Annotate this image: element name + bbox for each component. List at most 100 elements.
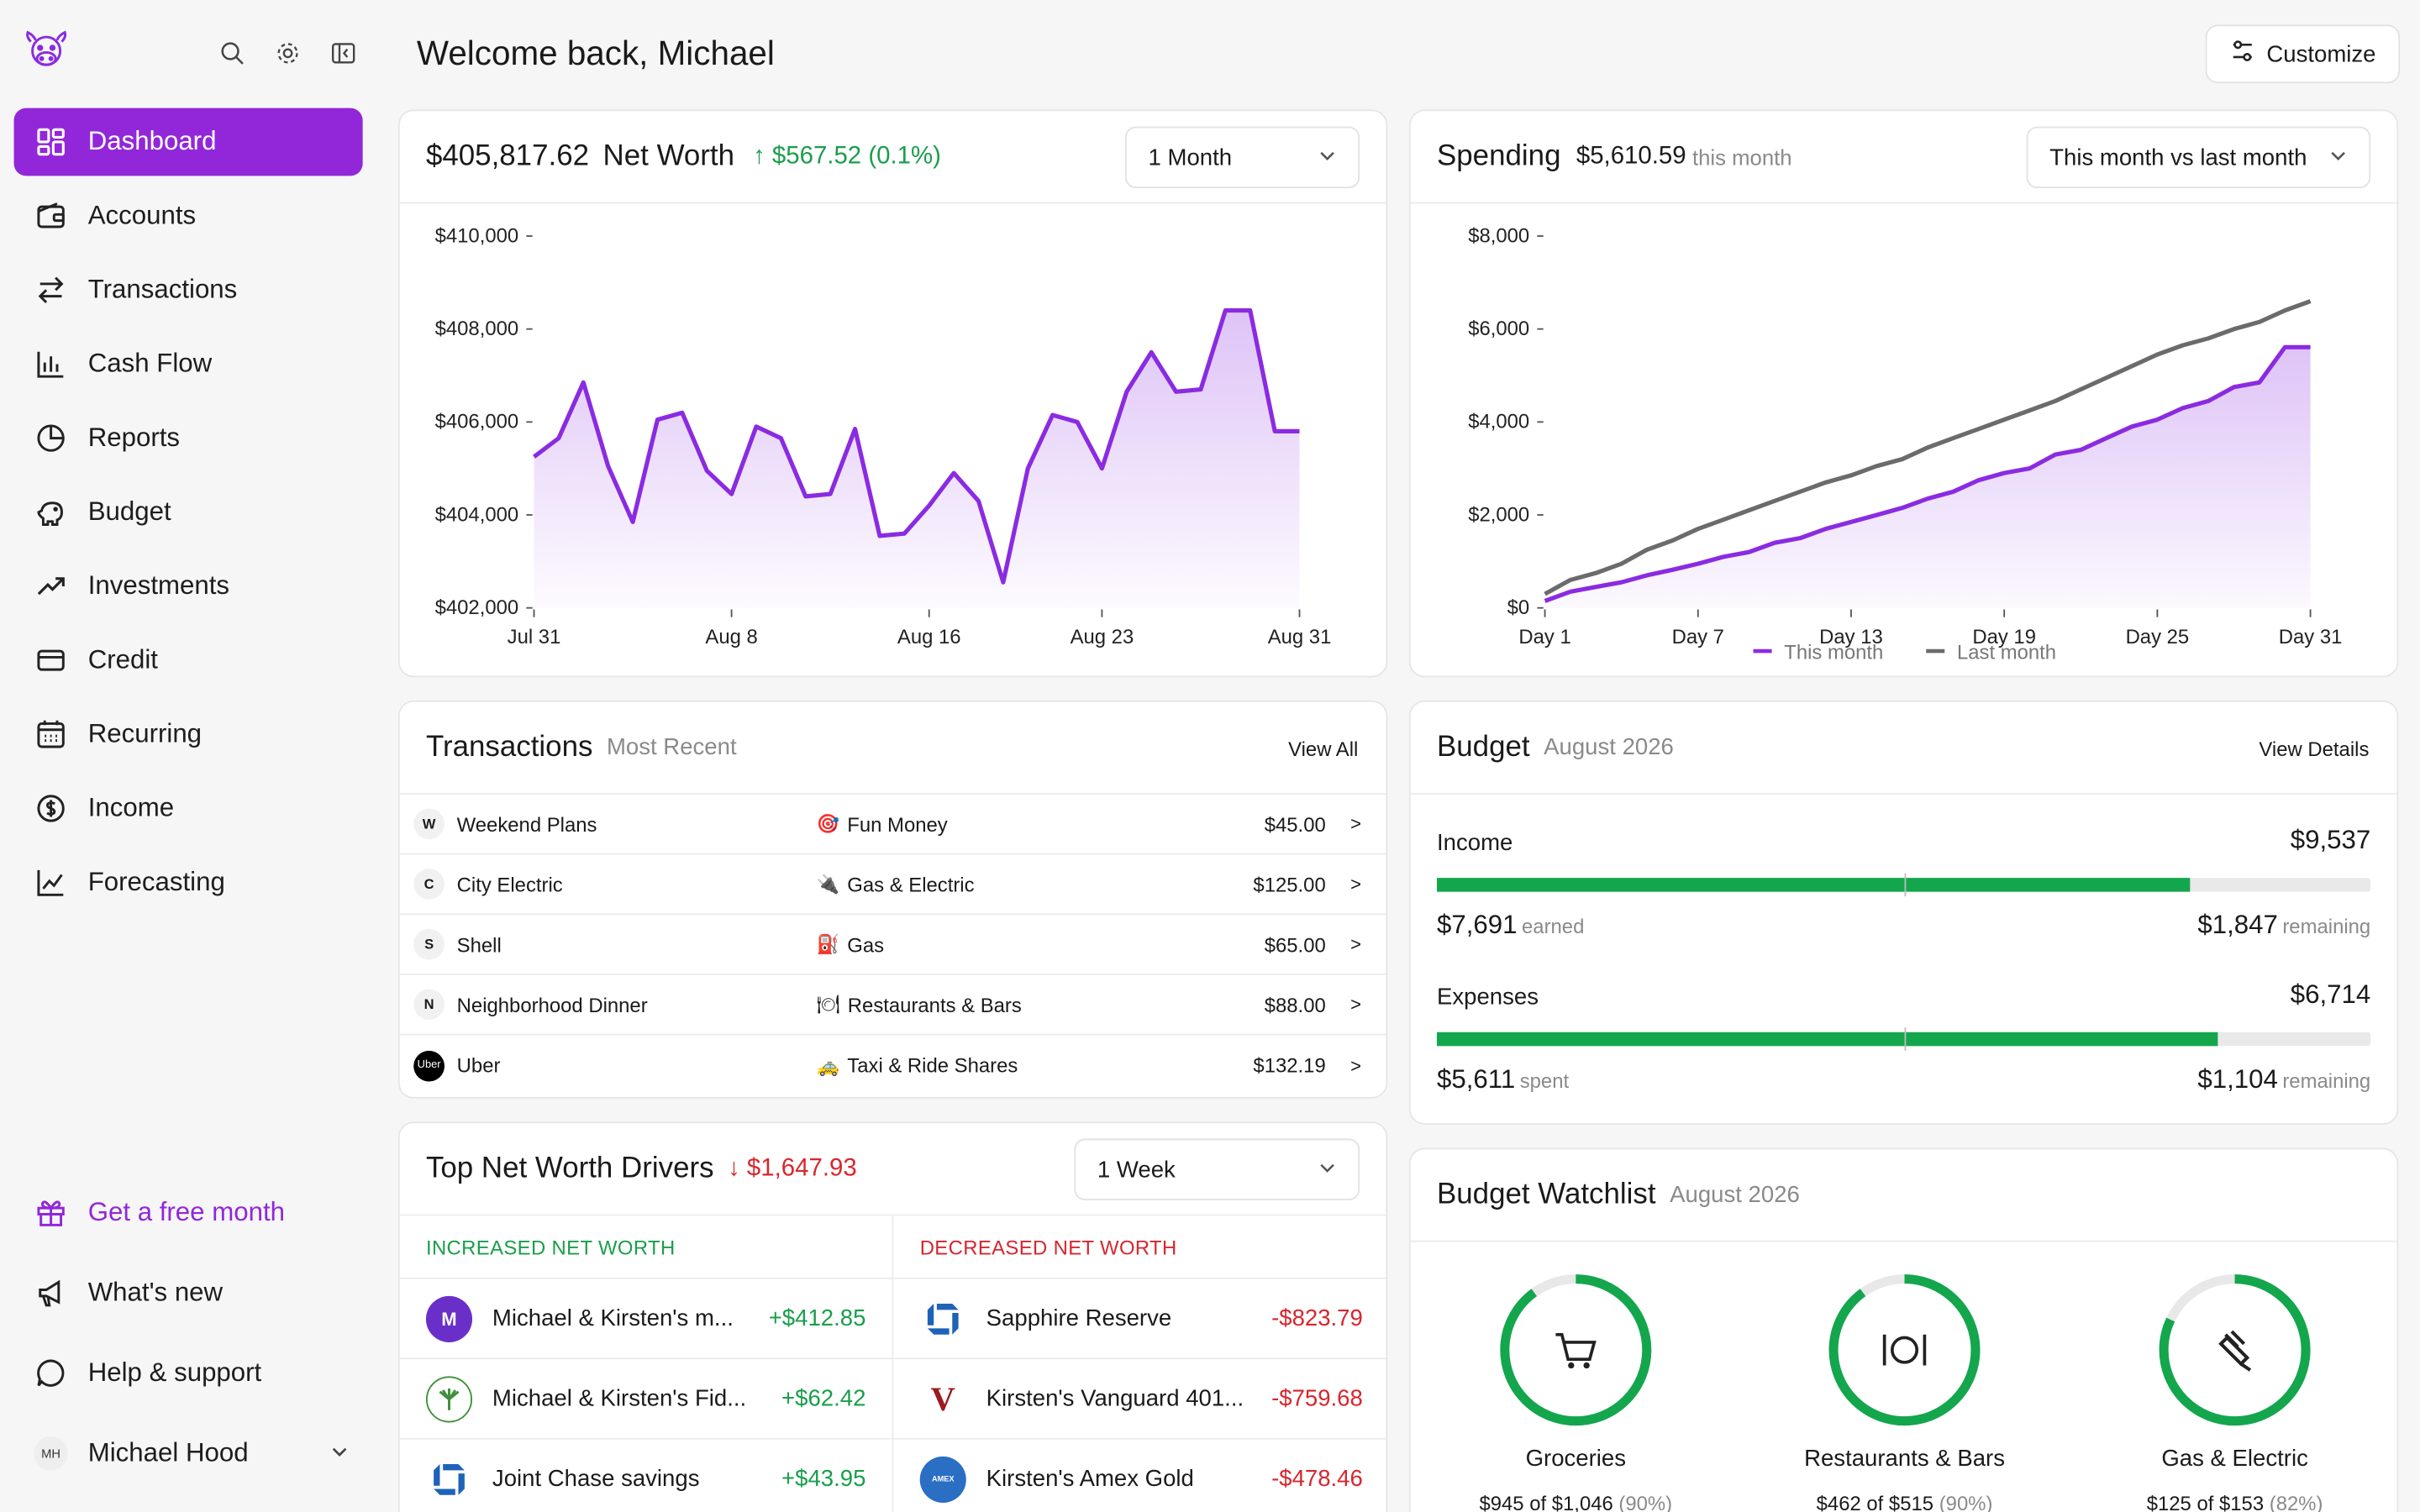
category-label: Gas [847,932,885,956]
nav-item-investments[interactable]: Investments [14,553,363,621]
watchlist-item-detail: $125 of $153 (82%) [2081,1492,2389,1512]
gear-icon[interactable] [271,37,302,68]
list-item[interactable]: AMEX Kirsten's Amex Gold -$478.46 [893,1437,1386,1512]
get-free-month-link[interactable]: Get a free month [14,1176,363,1250]
watchlist-percent: (90%) [1618,1492,1673,1512]
watchlist-item[interactable]: Restaurants & Bars $462 of $515 (90%) [1750,1270,2059,1512]
nav-item-cash-flow[interactable]: Cash Flow [14,330,363,398]
watchlist-amount: $945 of $1,046 [1479,1492,1619,1512]
x-tick-label: Day 19 [1972,626,2036,648]
list-item[interactable]: Joint Chase savings +$43.95 [399,1437,892,1512]
account-name: Michael & Kirsten's Fid... [492,1385,747,1412]
today-marker [1903,873,1906,897]
y-tick-label: $410,000 [435,224,519,247]
merchant-avatar-icon: C [413,869,445,900]
expenses-progress-bar [1437,1027,2371,1051]
spending-suffix: this month [1691,144,1792,170]
amount: $125.00 [1253,872,1326,896]
decreased-column: DECREASED NET WORTH Sapphire Reserve -$82… [893,1215,1386,1512]
select-value: This month vs last month [2049,144,2307,171]
nav-label: Forecasting [87,867,225,897]
table-row[interactable]: W Weekend Plans 🎯 Fun Money $45.00 > [399,795,1386,855]
net-worth-chart: $402,000 $404,000 $406,000 $408,000 $410,000… [435,224,1332,648]
nav-label: Accounts [87,200,197,230]
watchlist-item-name: Groceries [1525,1446,1627,1473]
budget-subtitle: August 2026 [1544,734,1674,761]
nav-item-transactions[interactable]: Transactions [14,256,363,324]
increased-column: INCREASED NET WORTH M Michael & Kirsten's… [399,1215,894,1512]
amex-icon: AMEX [919,1455,966,1503]
cow-logo-icon[interactable] [22,28,71,77]
watchlist-item-name: Gas & Electric [2161,1446,2308,1473]
user-menu[interactable]: MH Michael Hood [14,1416,363,1490]
account-name: Sapphire Reserve [986,1305,1172,1332]
merchant-name: Weekend Plans [456,812,597,836]
help-support-link[interactable]: Help & support [14,1336,363,1410]
account-change: +$412.85 [768,1305,866,1332]
nav-item-credit[interactable]: Credit [14,627,363,695]
spending-period-select[interactable]: This month vs last month [2026,126,2371,189]
watchlist-amount: $462 of $515 [1816,1492,1939,1512]
chevron-right-icon: > [1350,933,1362,955]
nav-item-reports[interactable]: Reports [14,404,363,472]
drivers-period-select[interactable]: 1 Week [1074,1138,1360,1200]
watchlist-item[interactable]: Groceries $945 of $1,046 (90%) [1422,1270,1730,1512]
category: 🚕 Taxi & Ride Shares [817,1053,1018,1077]
net-worth-period-select[interactable]: 1 Month [1124,126,1360,189]
x-tick-label: Jul 31 [508,626,561,648]
category: ⛽ Gas [817,932,884,956]
net-worth-line [532,307,1300,585]
category-label: Fun Money [847,812,948,836]
expenses-remaining-label: remaining [2282,1068,2371,1093]
nav-item-recurring[interactable]: Recurring [14,701,363,769]
chevron-down-icon [2329,145,2348,171]
table-row[interactable]: N Neighborhood Dinner 🍽 Restaurants & Bars $… [399,975,1386,1036]
list-item[interactable]: Sapphire Reserve -$823.79 [893,1277,1386,1358]
list-item[interactable]: V Kirsten's Vanguard 401... -$759.68 [893,1357,1386,1438]
megaphone-icon [34,1276,67,1310]
progress-ring [2159,1274,2311,1426]
account-change: -$478.46 [1271,1465,1363,1493]
list-item[interactable]: Michael & Kirsten's Fid... +$62.42 [399,1357,892,1438]
nav-item-budget[interactable]: Budget [14,478,363,546]
table-row[interactable]: Uber Uber 🚕 Taxi & Ride Shares $132.19 > [400,1035,1386,1095]
nav-label: Budget [87,496,171,527]
fidelity-icon [425,1375,473,1422]
collapse-sidebar-icon[interactable] [327,37,358,68]
merchant-name: Shell [456,932,502,956]
x-tick-label: Aug 23 [1071,626,1134,648]
view-all-link[interactable]: View All [1288,737,1359,761]
income-earned: $7,691 [1437,910,1518,940]
y-tick-label: $2,000 [1468,503,1529,526]
nav-item-forecasting[interactable]: Forecasting [14,848,363,916]
net-worth-label: Net Worth [602,139,735,172]
this-month-line [1544,344,2311,603]
drivers-change: ↓ $1,647.93 [728,1154,857,1182]
wallet-icon [34,199,67,233]
customize-button[interactable]: Customize [2205,24,2401,84]
chase-icon [919,1294,966,1342]
search-icon[interactable] [216,37,247,68]
sliders-icon [2229,39,2254,70]
nav-item-accounts[interactable]: Accounts [14,182,363,250]
y-tick-label: $404,000 [435,503,519,526]
user-name: Michael Hood [87,1437,249,1467]
transactions-card: Transactions Most Recent View All W Weeke… [397,700,1388,1099]
category-label: Taxi & Ride Shares [847,1053,1018,1078]
watchlist-title: Budget Watchlist [1437,1178,1656,1210]
whats-new-link[interactable]: What's new [14,1256,363,1330]
view-details-link[interactable]: View Details [2259,737,2370,761]
nav-item-dashboard[interactable]: Dashboard [13,108,363,176]
list-item[interactable]: M Michael & Kirsten's m... +$412.85 [399,1277,892,1358]
category-icon: ⛽ [816,933,840,955]
expenses-remaining: $1,104 [2197,1064,2278,1095]
nav-item-income[interactable]: Income [14,774,363,843]
watchlist-item[interactable]: Gas & Electric $125 of $153 (82%) [2081,1270,2389,1512]
pie-chart-icon [34,421,67,454]
increased-header: INCREASED NET WORTH [425,1235,676,1258]
chevron-right-icon: > [1350,812,1362,835]
table-row[interactable]: S Shell ⛽ Gas $65.00 > [399,915,1386,975]
table-row[interactable]: C City Electric 🔌 Gas & Electric $125.00 > [399,855,1386,916]
y-tick-label: $6,000 [1468,318,1529,340]
calendar-icon [34,717,67,751]
